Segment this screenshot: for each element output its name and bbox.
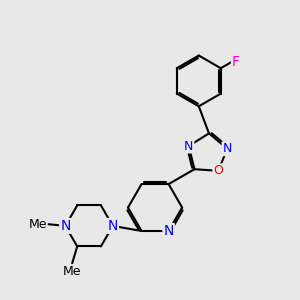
Text: O: O	[213, 164, 223, 177]
Text: Me: Me	[63, 265, 81, 278]
Text: Me: Me	[28, 218, 47, 231]
Text: N: N	[60, 219, 70, 233]
Text: F: F	[232, 55, 240, 69]
Text: N: N	[184, 140, 194, 152]
Text: N: N	[164, 224, 174, 238]
Text: N: N	[108, 219, 118, 233]
Text: N: N	[223, 142, 232, 155]
